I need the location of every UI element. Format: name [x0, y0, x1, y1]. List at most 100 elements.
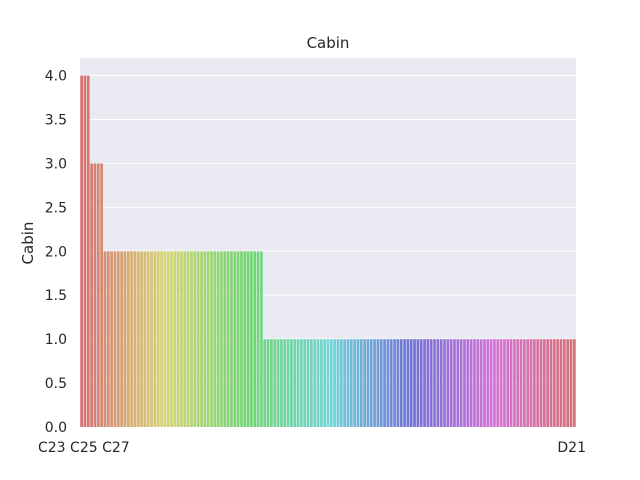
bar [320, 339, 323, 427]
bar [163, 251, 167, 427]
bar [133, 251, 137, 427]
bar [130, 251, 133, 427]
bar [146, 251, 150, 427]
bar [216, 251, 220, 427]
bar [403, 339, 406, 427]
bar [569, 339, 573, 427]
bar [386, 339, 390, 427]
bar [533, 339, 536, 427]
bar [236, 251, 240, 427]
bar [366, 339, 370, 427]
bar [503, 339, 506, 427]
bar [326, 339, 330, 427]
bar [333, 339, 336, 427]
bar [160, 251, 163, 427]
bar [283, 339, 287, 427]
bar [273, 339, 277, 427]
bar [213, 251, 217, 427]
bar [140, 251, 143, 427]
bar [343, 339, 346, 427]
bar [446, 339, 450, 427]
bar [543, 339, 546, 427]
bar [80, 75, 83, 427]
bar [516, 339, 520, 427]
bar [150, 251, 153, 427]
bar [186, 251, 190, 427]
bar [316, 339, 320, 427]
bars [80, 75, 576, 427]
y-tick-labels: 0.0 0.5 1.0 1.5 2.0 2.5 3.0 3.5 4.0 [45, 69, 67, 436]
bar [419, 339, 423, 427]
bar [396, 339, 400, 427]
bar [263, 339, 267, 427]
bar [359, 339, 363, 427]
y-tick-label: 1.0 [45, 332, 67, 348]
bar [553, 339, 556, 427]
bar [499, 339, 503, 427]
bar [266, 339, 270, 427]
bar [280, 339, 283, 427]
bar [200, 251, 203, 427]
bar [423, 339, 426, 427]
bar [240, 251, 243, 427]
bar [563, 339, 566, 427]
bar [539, 339, 543, 427]
bar [369, 339, 373, 427]
bar [459, 339, 463, 427]
bar [113, 251, 117, 427]
bar [210, 251, 213, 427]
bar [466, 339, 470, 427]
bar [519, 339, 523, 427]
bar [253, 251, 257, 427]
bar [223, 251, 227, 427]
bar [476, 339, 480, 427]
bar [300, 339, 303, 427]
y-tick-label: 2.0 [45, 244, 67, 260]
bar [93, 163, 97, 427]
bar [336, 339, 340, 427]
bar [426, 339, 430, 427]
bar [463, 339, 466, 427]
bar [86, 75, 90, 427]
y-tick-label: 0.0 [45, 420, 67, 436]
bar [376, 339, 380, 427]
bar [226, 251, 230, 427]
bar [416, 339, 420, 427]
bar [220, 251, 223, 427]
bar [196, 251, 200, 427]
bar [373, 339, 376, 427]
bar [573, 339, 576, 427]
bar [443, 339, 446, 427]
bar [120, 251, 123, 427]
y-tick-label: 3.5 [45, 113, 67, 129]
bar [293, 339, 297, 427]
bar [489, 339, 493, 427]
bar [406, 339, 410, 427]
bar [409, 339, 413, 427]
chart-title: Cabin [307, 34, 350, 52]
bar [176, 251, 180, 427]
bar [429, 339, 433, 427]
bar [173, 251, 177, 427]
x-tick-label: D21 [557, 440, 586, 456]
bar [469, 339, 473, 427]
bar [523, 339, 526, 427]
bar [96, 163, 100, 427]
bar [496, 339, 500, 427]
bar [456, 339, 460, 427]
y-axis-label: Cabin [19, 222, 37, 265]
y-tick-label: 4.0 [45, 69, 67, 85]
bar [356, 339, 360, 427]
bar [339, 339, 343, 427]
bar [106, 251, 110, 427]
bar [206, 251, 210, 427]
bar [349, 339, 353, 427]
bar [143, 251, 147, 427]
bar [230, 251, 233, 427]
bar [483, 339, 486, 427]
bar [379, 339, 383, 427]
bar [486, 339, 490, 427]
bar [250, 251, 253, 427]
bar [556, 339, 560, 427]
